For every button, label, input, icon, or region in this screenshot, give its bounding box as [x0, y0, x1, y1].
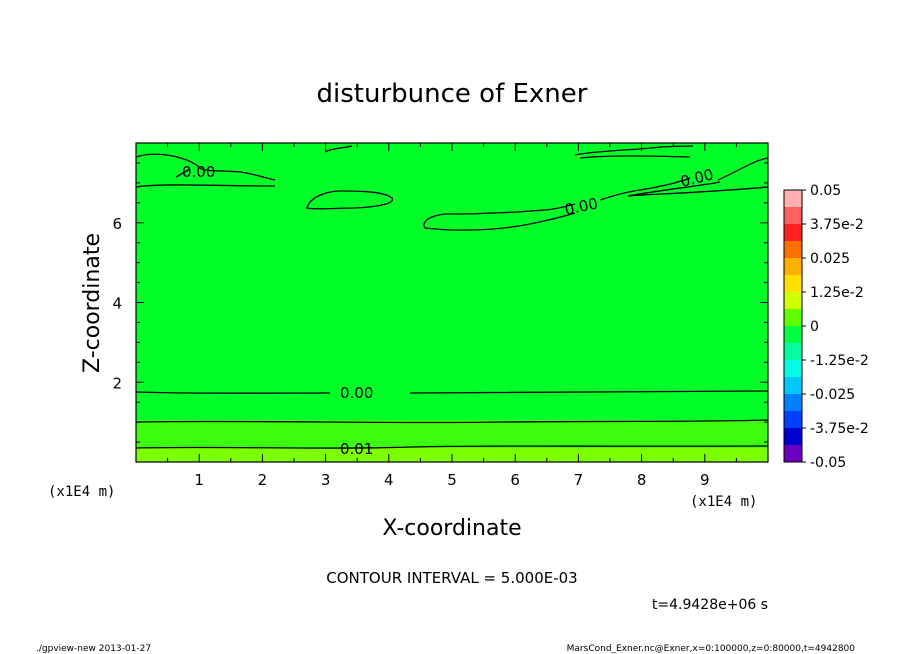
x-axis-label: X-coordinate: [382, 516, 521, 541]
colorbar-label: -0.05: [810, 455, 846, 471]
contour-line-right: [627, 157, 769, 197]
colorbar-label: 0: [810, 319, 819, 335]
colorbar-label: 3.75e-2: [810, 217, 864, 233]
colorbar-segment: [784, 326, 802, 344]
colorbar-segment: [784, 343, 802, 361]
colorbar-segment: [784, 360, 802, 378]
y-tick-label: 4: [112, 295, 122, 313]
y-ticks: 2 4 6: [112, 162, 768, 443]
x-tick-label: 5: [447, 471, 457, 489]
colorbar-segment: [784, 292, 802, 310]
contour-line-mid-right: [423, 177, 691, 229]
contour-lines: [135, 145, 769, 449]
footer-left: ./gpview-new 2013-01-27: [36, 644, 151, 654]
x-unit-label: (x1E4 m): [690, 494, 757, 510]
x-tick-label: 3: [321, 471, 331, 489]
colorbar-segment: [784, 394, 802, 412]
contour-line-top-small: [324, 145, 353, 153]
colorbar-segment: [784, 207, 802, 225]
colorbar-segment: [784, 428, 802, 446]
colorbar-segment: [784, 445, 802, 463]
contour-line-island: [306, 190, 394, 210]
x-tick-label: 6: [510, 471, 520, 489]
colorbar-segment: [784, 241, 802, 259]
colorbar-label: -3.75e-2: [810, 421, 869, 437]
chart-title: disturbunce of Exner: [317, 79, 588, 109]
colorbar-segment: [784, 411, 802, 429]
x-tick-label: 7: [574, 471, 584, 489]
x-tick-label: 9: [700, 471, 710, 489]
colorbar-segment: [784, 275, 802, 293]
contour-line-top-left-lower: [135, 168, 276, 188]
x-tick-label: 4: [384, 471, 394, 489]
footer-right: MarsCond_Exner.nc@Exner,x=0:100000,z=0:8…: [567, 644, 856, 654]
colorbar-segment: [784, 224, 802, 242]
plot-area: [136, 143, 768, 462]
x-ticks: 1 2 3 4 5 6 7 8 9: [167, 143, 737, 489]
colorbar-label: 0.025: [810, 251, 850, 267]
contour-line-mid-right-lower: [424, 212, 576, 231]
y-unit-label: (x1E4 m): [48, 484, 115, 500]
contour-interval-text: CONTOUR INTERVAL = 5.000E-03: [326, 569, 577, 587]
colorbar-segment: [784, 190, 802, 208]
y-tick-label: 6: [112, 215, 122, 233]
contour-line-surface-2: [135, 445, 769, 449]
y-axis-label: Z-coordinate: [80, 233, 105, 373]
colorbar-labels: 0.05 3.75e-2 0.025 1.25e-2 0 -1.25e-2 -0.025 -3…: [802, 183, 869, 471]
colorbar-segment: [784, 258, 802, 276]
y-tick-label: 2: [112, 374, 122, 392]
x-tick-label: 1: [194, 471, 204, 489]
contour-line-zero-low: [135, 390, 769, 394]
contour-line-top-left: [135, 153, 276, 181]
x-tick-label: 2: [258, 471, 268, 489]
colorbar-segment: [784, 377, 802, 395]
contour-label: 0.00: [182, 163, 215, 181]
x-tick-label: 8: [637, 471, 647, 489]
contour-label: 0.01: [340, 440, 373, 458]
colorbar-segment: [784, 309, 802, 327]
colorbar-label: 0.05: [810, 183, 841, 199]
time-text: t=4.9428e+06 s: [652, 597, 768, 613]
colorbar-label: 1.25e-2: [810, 285, 864, 301]
contour-label: 0.00: [340, 384, 373, 402]
colorbar-label: -1.25e-2: [810, 353, 869, 369]
colorbar-label: -0.025: [810, 387, 855, 403]
contour-line-top-right: [574, 145, 694, 159]
contour-line-surface-1: [135, 419, 769, 424]
colorbar: [783, 189, 803, 463]
